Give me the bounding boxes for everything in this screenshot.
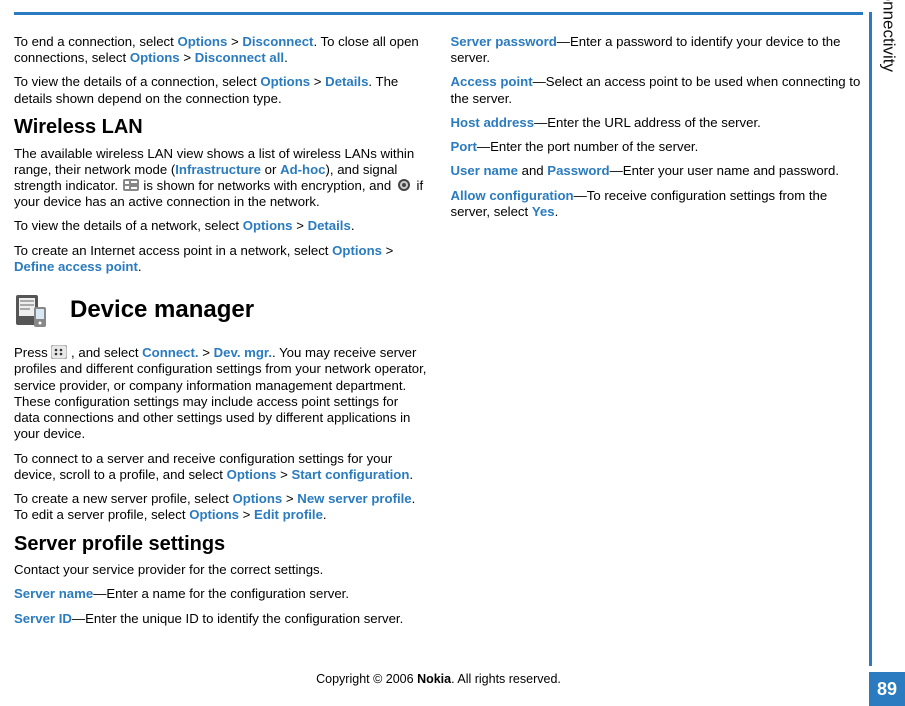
heading-server-profile-settings: Server profile settings [14, 532, 427, 557]
encryption-icon [122, 178, 140, 192]
footer-copyright: Copyright © 2006 Nokia. All rights reser… [14, 672, 863, 686]
text: Press [14, 345, 51, 360]
text: To view the details of a network, select [14, 218, 243, 233]
setting-server-id: Server ID [14, 611, 72, 626]
setting-password: Password [547, 163, 609, 178]
text: > [310, 74, 325, 89]
text: To create a new server profile, select [14, 491, 232, 506]
link-options[interactable]: Options [130, 50, 180, 65]
text: or [261, 162, 280, 177]
link-details[interactable]: Details [325, 74, 368, 89]
paragraph: The available wireless LAN view shows a … [14, 146, 427, 211]
text: To end a connection, select [14, 34, 177, 49]
setting-row: Server ID—Enter the unique ID to identif… [14, 611, 427, 627]
section-label: Connectivity [879, 0, 899, 72]
paragraph: To view the details of a network, select… [14, 218, 427, 234]
link-start-configuration[interactable]: Start configuration [291, 467, 409, 482]
paragraph: To create an Internet access point in a … [14, 243, 427, 275]
text: —Enter the unique ID to identify the con… [72, 611, 403, 626]
setting-row: Access point—Select an access point to b… [451, 74, 864, 106]
setting-server-name: Server name [14, 586, 93, 601]
link-define-access-point[interactable]: Define access point [14, 259, 138, 274]
link-details[interactable]: Details [308, 218, 351, 233]
device-manager-heading-row: Device manager [14, 289, 427, 331]
setting-user-name: User name [451, 163, 518, 178]
active-connection-icon [395, 178, 413, 192]
setting-allow-configuration: Allow configuration [451, 188, 574, 203]
setting-row: User name and Password—Enter your user n… [451, 163, 864, 179]
text: > [227, 34, 242, 49]
text: > [180, 50, 195, 65]
setting-access-point: Access point [451, 74, 533, 89]
setting-server-password: Server password [451, 34, 557, 49]
text: > [239, 507, 254, 522]
text: Copyright © 2006 [316, 672, 417, 686]
paragraph: To connect to a server and receive confi… [14, 451, 427, 483]
side-rule [869, 12, 872, 666]
link-disconnect[interactable]: Disconnect [242, 34, 313, 49]
heading-device-manager: Device manager [70, 295, 254, 325]
setting-row: Host address—Enter the URL address of th… [451, 115, 864, 131]
setting-row: Server password—Enter a password to iden… [451, 34, 864, 66]
text: is shown for networks with encryption, a… [140, 178, 395, 193]
text: —Enter your user name and password. [610, 163, 839, 178]
link-options[interactable]: Options [243, 218, 293, 233]
text: . [409, 467, 413, 482]
link-options[interactable]: Options [189, 507, 239, 522]
link-yes[interactable]: Yes [532, 204, 555, 219]
page-body: To end a connection, select Options > Di… [14, 12, 863, 692]
link-disconnect-all[interactable]: Disconnect all [195, 50, 284, 65]
text: > [293, 218, 308, 233]
setting-row: Server name—Enter a name for the configu… [14, 586, 427, 602]
link-connect[interactable]: Connect. [142, 345, 198, 360]
link-options[interactable]: Options [227, 467, 277, 482]
paragraph: To end a connection, select Options > Di… [14, 34, 427, 66]
text: . [351, 218, 355, 233]
link-dev-mgr[interactable]: Dev. mgr. [214, 345, 272, 360]
text: > [276, 467, 291, 482]
link-adhoc[interactable]: Ad-hoc [280, 162, 325, 177]
text: and [518, 163, 547, 178]
brand-name: Nokia [417, 672, 451, 686]
link-new-server-profile[interactable]: New server profile [297, 491, 411, 506]
paragraph: To create a new server profile, select O… [14, 491, 427, 523]
link-options[interactable]: Options [260, 74, 310, 89]
page-number: 89 [869, 672, 905, 706]
text: , and select [67, 345, 142, 360]
paragraph: Press , and select Connect. > Dev. mgr..… [14, 345, 427, 442]
text: To create an Internet access point in a … [14, 243, 332, 258]
setting-host-address: Host address [451, 115, 535, 130]
top-rule [14, 12, 863, 15]
link-options[interactable]: Options [332, 243, 382, 258]
text: To view the details of a connection, sel… [14, 74, 260, 89]
sidebar: Connectivity 89 [869, 12, 905, 706]
link-edit-profile[interactable]: Edit profile [254, 507, 323, 522]
text: —Enter the port number of the server. [477, 139, 698, 154]
menu-key-icon [51, 345, 67, 359]
text: > [199, 345, 214, 360]
setting-port: Port [451, 139, 477, 154]
text: > [382, 243, 393, 258]
device-manager-icon [14, 289, 56, 331]
setting-row: Port—Enter the port number of the server… [451, 139, 864, 155]
text: > [282, 491, 297, 506]
text: . [138, 259, 142, 274]
content-columns: To end a connection, select Options > Di… [14, 34, 863, 648]
text: . All rights reserved. [451, 672, 561, 686]
link-options[interactable]: Options [232, 491, 282, 506]
paragraph: To view the details of a connection, sel… [14, 74, 427, 106]
link-infrastructure[interactable]: Infrastructure [175, 162, 261, 177]
text: . [284, 50, 288, 65]
text: —Enter the URL address of the server. [534, 115, 761, 130]
setting-row: Allow configuration—To receive configura… [451, 188, 864, 220]
text: . [323, 507, 327, 522]
heading-wireless-lan: Wireless LAN [14, 115, 427, 140]
paragraph: Contact your service provider for the co… [14, 562, 427, 578]
text: . [555, 204, 559, 219]
text: —Enter a name for the configuration serv… [93, 586, 349, 601]
link-options[interactable]: Options [177, 34, 227, 49]
